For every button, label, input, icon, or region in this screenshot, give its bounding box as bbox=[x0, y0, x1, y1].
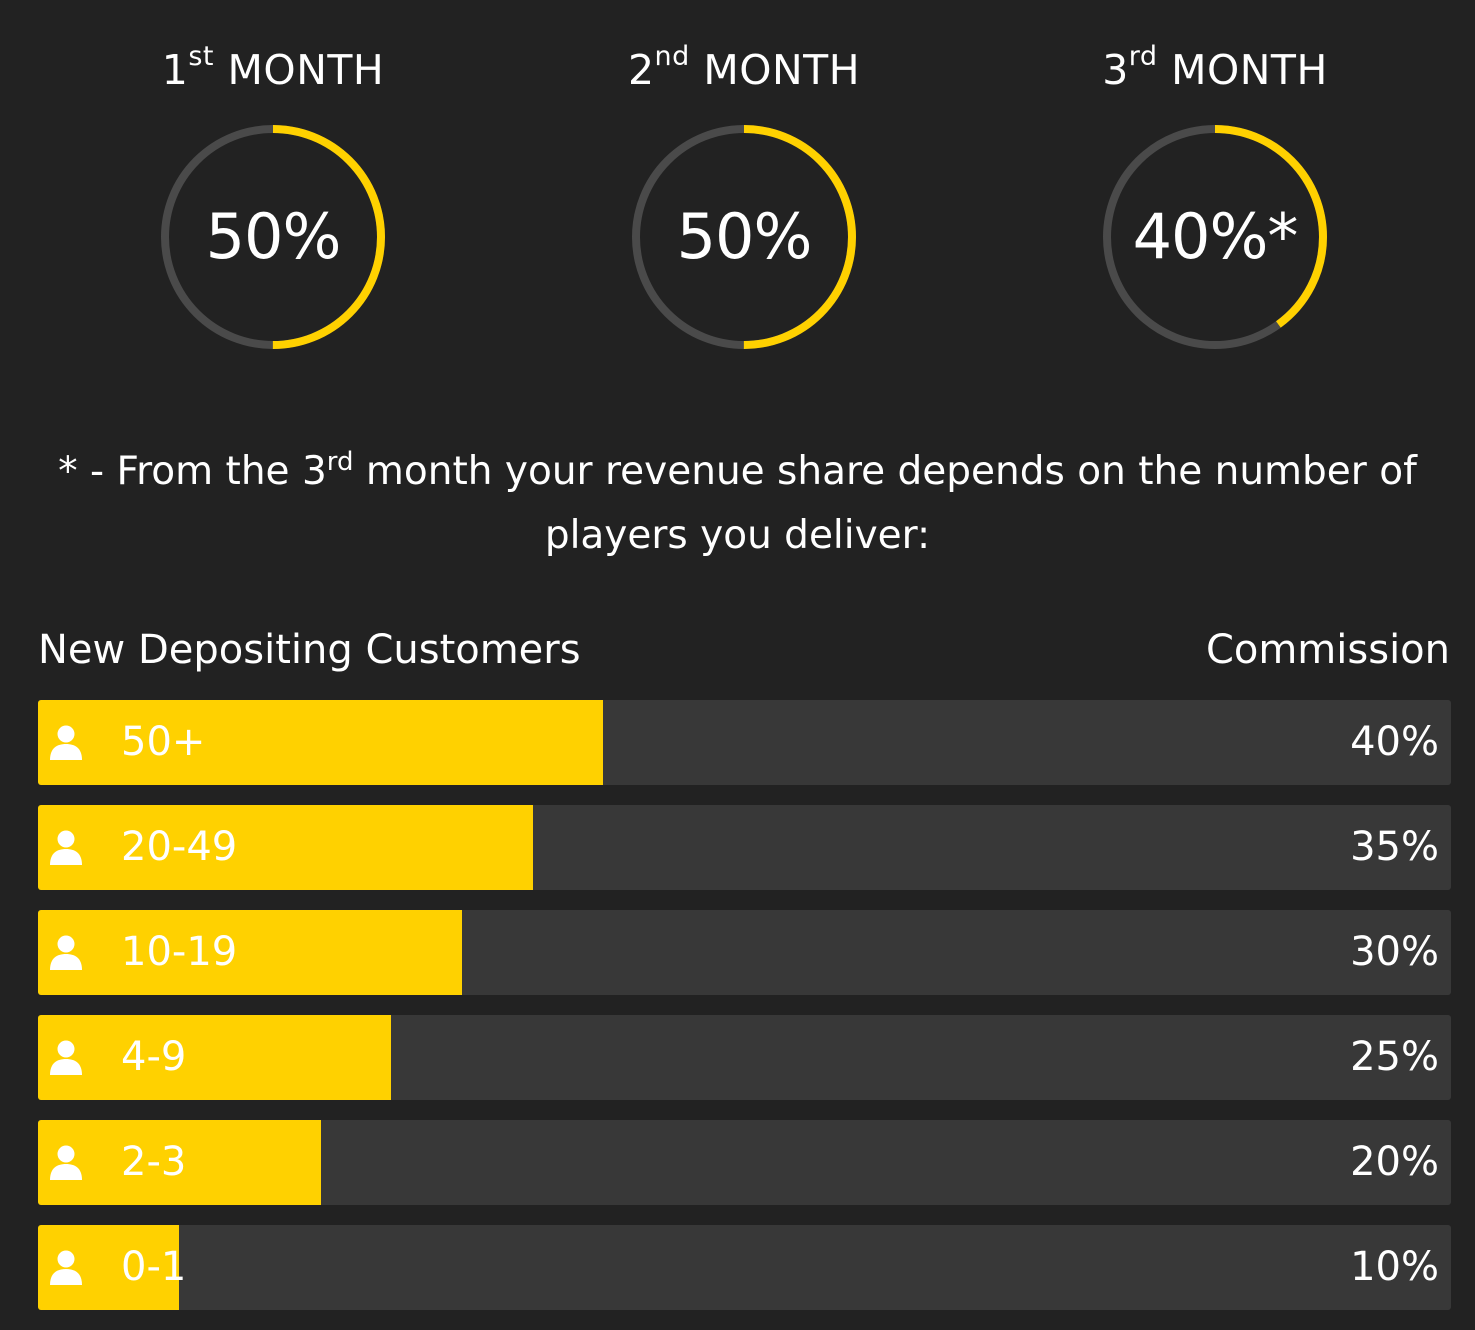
user-icon bbox=[50, 935, 82, 970]
tier-row: 50+ 40% bbox=[38, 700, 1451, 785]
month-1: 1st MONTH 50% bbox=[73, 40, 473, 352]
tier-range: 0-1 bbox=[121, 1244, 187, 1290]
commission-column-header: Commission bbox=[1205, 627, 1450, 673]
month-2: 2nd MONTH 50% bbox=[544, 40, 944, 352]
tier-fill-bar bbox=[38, 700, 604, 785]
commission-tiers: 50+ 40% 20-49 35% 10-19 30% 4-9 25% 2-3 … bbox=[38, 700, 1451, 1330]
ring-value: 40%* bbox=[1132, 200, 1299, 273]
tier-commission: 40% bbox=[1350, 719, 1439, 765]
ring-value: 50% bbox=[205, 200, 342, 273]
progress-ring: 50% bbox=[158, 122, 388, 352]
tier-row: 4-9 25% bbox=[38, 1015, 1451, 1100]
progress-ring: 40%* bbox=[1100, 122, 1330, 352]
tier-row: 0-1 10% bbox=[38, 1225, 1451, 1310]
tier-commission: 20% bbox=[1350, 1139, 1439, 1185]
tier-range: 2-3 bbox=[121, 1139, 187, 1185]
tier-fill-bar bbox=[38, 1120, 321, 1205]
user-icon bbox=[50, 1040, 82, 1075]
tier-fill-bar bbox=[38, 1015, 392, 1100]
user-icon bbox=[50, 1250, 82, 1285]
tier-commission: 25% bbox=[1350, 1034, 1439, 1080]
month-title: 3rd MONTH bbox=[1102, 41, 1328, 94]
revenue-share-note: * - From the 3rd month your revenue shar… bbox=[58, 447, 1417, 558]
tier-range: 4-9 bbox=[121, 1034, 187, 1080]
tier-range: 50+ bbox=[121, 719, 206, 765]
commission-table-header: New Depositing Customers Commission bbox=[38, 620, 1450, 680]
tier-fill-bar bbox=[38, 1225, 180, 1310]
tier-range: 10-19 bbox=[121, 929, 238, 975]
tier-row: 10-19 30% bbox=[38, 910, 1451, 995]
user-icon bbox=[50, 1145, 82, 1180]
tier-row: 20-49 35% bbox=[38, 805, 1451, 890]
progress-ring: 50% bbox=[629, 122, 859, 352]
month-3: 3rd MONTH 40%* bbox=[1015, 40, 1415, 352]
user-icon bbox=[50, 725, 82, 760]
tier-fill-bar bbox=[38, 910, 462, 995]
tier-row: 2-3 20% bbox=[38, 1120, 1451, 1205]
tier-commission: 35% bbox=[1350, 824, 1439, 870]
month-title: 2nd MONTH bbox=[627, 41, 861, 94]
tier-commission: 30% bbox=[1350, 929, 1439, 975]
user-icon bbox=[50, 830, 82, 865]
month-title: 1st MONTH bbox=[161, 41, 385, 94]
tier-fill-bar bbox=[38, 805, 533, 890]
tier-commission: 10% bbox=[1350, 1244, 1439, 1290]
customers-column-header: New Depositing Customers bbox=[38, 627, 581, 673]
ring-value: 50% bbox=[676, 200, 813, 273]
tier-range: 20-49 bbox=[121, 824, 238, 870]
